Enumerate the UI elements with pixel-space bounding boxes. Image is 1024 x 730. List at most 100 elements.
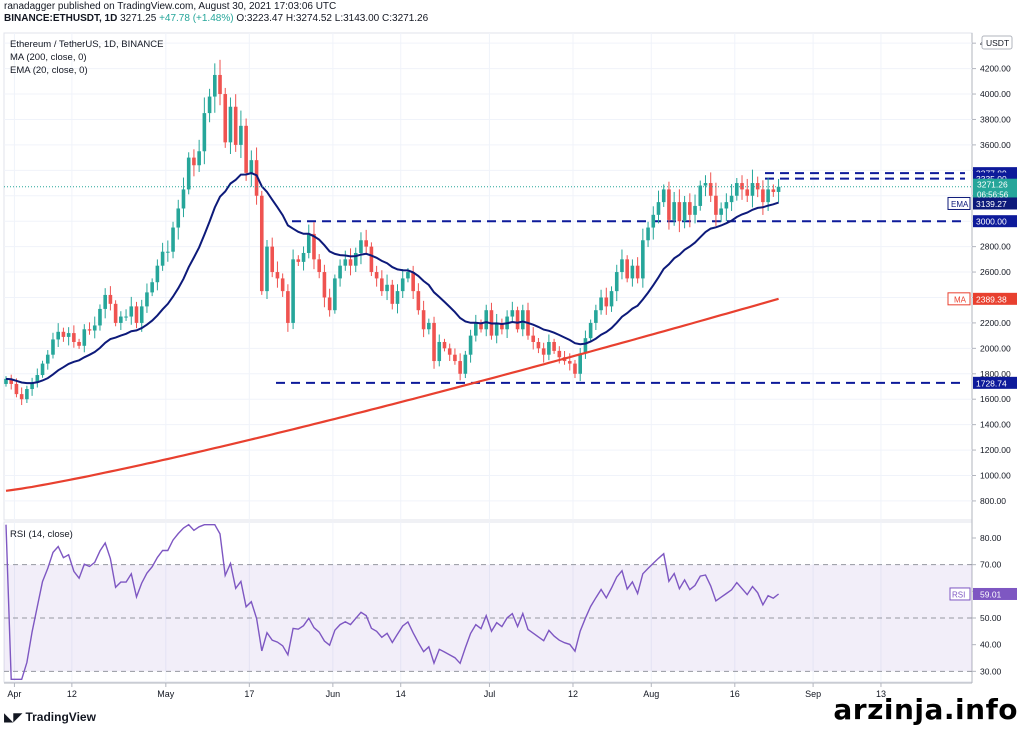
candle-body [30,382,34,390]
ema-badge-label: 3139.27 [976,199,1007,209]
rsi-tick-label: 30.00 [980,666,1002,676]
candle-body [693,205,697,215]
candle-body [66,333,71,337]
level-badge-label: 3000.00 [976,217,1007,227]
candle-body [468,335,473,355]
time-tick-label: Jul [484,689,496,699]
price-tick-label: 2600.00 [980,267,1011,277]
time-tick-label: May [157,689,175,699]
chart-title: Ethereum / TetherUS, 1D, BINANCE [10,39,163,50]
candle-body [333,278,337,311]
level-badge [973,215,1017,228]
price-tick-label: 2800.00 [980,242,1011,252]
candle-body [176,208,181,228]
candle-body [129,306,134,317]
candle-body [520,310,525,330]
candle-body [599,297,603,311]
candle-body [155,265,160,283]
candle-body [656,202,661,215]
price-tick-label: 1600.00 [980,394,1011,404]
candle-body [719,208,723,215]
candle-body [160,251,165,266]
candle-body [421,310,426,330]
time-tick-label: 17 [244,689,254,699]
candle-body [380,278,384,292]
time-tick-label: 14 [396,689,406,699]
ema-badge [973,197,1017,210]
ma-badge-label: 2389.38 [976,294,1007,304]
candle-body [729,195,734,203]
ema-20-line [5,172,779,385]
candle-body [353,252,358,266]
candle-body [134,306,139,323]
candle-body [583,338,588,354]
candle-body [604,297,609,307]
ma-badge-tag-label: MA [954,295,967,304]
candle-body [541,348,546,355]
candle-body [259,195,264,292]
candle-body [291,259,295,323]
candle-body [374,272,379,279]
candle-body [714,195,718,215]
candle-body [573,363,577,374]
candle-body [735,183,739,196]
price-tick-label: 2000.00 [980,343,1011,353]
candle-body [338,265,342,279]
candle-body [364,240,368,247]
candle-body [614,272,619,292]
candle-body [150,282,154,293]
candle-body [40,363,45,376]
candle-body [270,246,275,273]
candle-body [166,251,170,253]
candle-body [249,160,254,173]
candle-body [207,96,212,114]
candle-body [239,125,243,145]
ema-badge-tag [947,196,971,210]
rsi-tick-label: 70.00 [980,560,1002,570]
ma-badge [973,292,1017,305]
ohlc-values: O:3223.47 H:3274.52 L:3143.00 C:3271.26 [236,13,429,24]
candle-body [547,341,551,355]
rsi-tick-label: 80.00 [980,533,1002,543]
price-tick-label: 1200.00 [980,445,1011,455]
time-tick-label: 13 [876,689,886,699]
rsi-badge-tag [949,587,971,601]
candle-body [515,310,520,330]
candle-body [35,375,40,383]
candle-body [327,297,332,311]
candle-body [213,74,217,97]
candle-body [432,322,436,362]
candle-body [594,310,598,323]
candle-body [348,259,353,266]
rsi-tick-label: 50.00 [980,613,1002,623]
candle-body [588,322,593,339]
candle-body [265,246,269,292]
candle-body [427,322,431,330]
candle-body [630,265,635,279]
site-watermark: arzinja.info [833,693,1018,726]
candle-body [677,202,682,222]
level-badge-label: 1728.74 [976,378,1007,388]
time-tick-label: 12 [67,689,77,699]
price-tick-label: 1000.00 [980,470,1011,480]
time-tick-label: 12 [568,689,578,699]
price-tick-label: 3600.00 [980,140,1011,150]
candle-body [682,202,687,222]
rsi-line [5,523,780,680]
candle-body [750,183,755,196]
time-tick-label: Aug [643,689,659,699]
candle-body [296,259,301,262]
candle-body [458,361,462,374]
candle-body [218,74,222,95]
candle-body [56,331,60,340]
candle-body [578,353,582,374]
candle-body [98,308,102,326]
candle-body [145,292,149,307]
candle-body [317,259,321,273]
candle-body [474,322,478,336]
candle-body [500,322,504,330]
candle-body [72,333,76,342]
candle-body [92,325,97,331]
candle-body [171,227,175,252]
